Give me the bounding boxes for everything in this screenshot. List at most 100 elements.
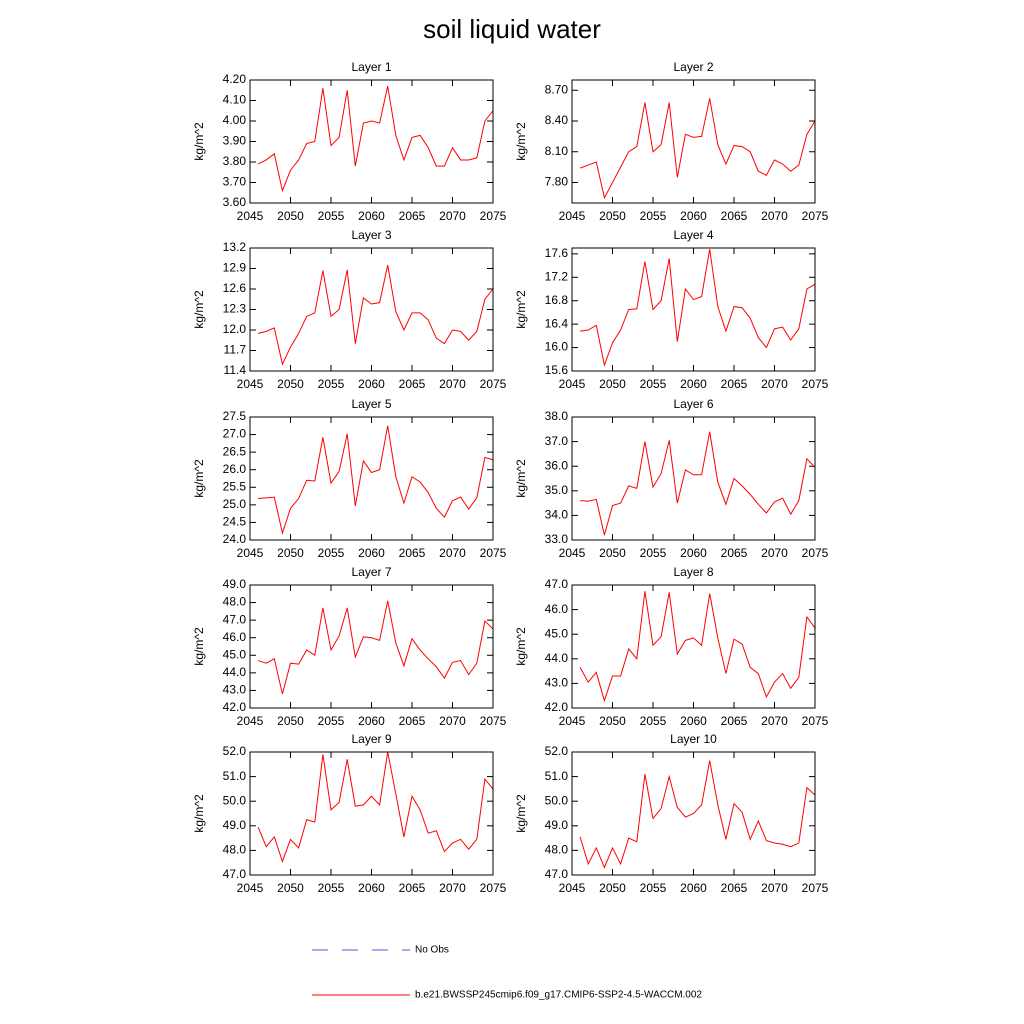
y-tick-label: 17.6	[545, 246, 569, 260]
x-tick-label: 2050	[277, 209, 304, 223]
y-tick-label: 12.0	[223, 322, 247, 336]
data-line	[579, 98, 816, 200]
y-tick-label: 49.0	[545, 818, 569, 832]
x-tick-label: 2065	[721, 209, 748, 223]
y-axis-label: kg/m^2	[192, 459, 206, 498]
y-tick-label: 8.70	[545, 82, 569, 96]
y-tick-label: 27.0	[223, 427, 247, 441]
y-tick-label: 47.0	[545, 867, 569, 881]
data-line	[257, 751, 494, 863]
y-tick-label: 44.0	[545, 651, 569, 665]
x-tick-label: 2050	[599, 377, 626, 391]
y-tick-label: 36.0	[545, 458, 569, 472]
y-tick-label: 37.0	[545, 434, 569, 448]
panel-title: Layer 7	[351, 565, 391, 579]
x-tick-label: 2045	[237, 546, 264, 560]
x-tick-label: 2060	[358, 714, 385, 728]
y-tick-label: 42.0	[545, 700, 569, 714]
y-tick-label: 8.40	[545, 113, 569, 127]
y-axis-label: kg/m^2	[192, 794, 206, 833]
x-tick-label: 2045	[559, 209, 586, 223]
y-tick-label: 12.9	[223, 261, 247, 275]
x-tick-label: 2075	[480, 377, 507, 391]
y-axis-label: kg/m^2	[192, 122, 206, 161]
y-tick-label: 8.10	[545, 144, 569, 158]
x-tick-label: 2070	[439, 714, 466, 728]
y-tick-label: 51.0	[545, 769, 569, 783]
plot-frame	[249, 751, 494, 876]
x-tick-label: 2060	[680, 714, 707, 728]
x-tick-label: 2060	[680, 377, 707, 391]
x-tick-label: 2065	[399, 377, 426, 391]
x-tick-label: 2050	[277, 546, 304, 560]
y-tick-label: 27.5	[223, 409, 247, 423]
x-tick-label: 2075	[802, 546, 829, 560]
data-line	[257, 86, 494, 193]
y-tick-label: 26.0	[223, 462, 247, 476]
x-tick-label: 2045	[237, 714, 264, 728]
x-tick-label: 2065	[721, 881, 748, 895]
x-tick-label: 2060	[358, 546, 385, 560]
x-tick-label: 2060	[680, 546, 707, 560]
x-tick-label: 2070	[439, 209, 466, 223]
figure-title: soil liquid water	[423, 14, 601, 44]
panel-title: Layer 9	[351, 732, 391, 746]
y-tick-label: 3.70	[223, 175, 247, 189]
data-line	[257, 264, 494, 366]
x-tick-label: 2075	[480, 546, 507, 560]
y-tick-label: 26.5	[223, 444, 247, 458]
y-tick-label: 25.5	[223, 479, 247, 493]
x-tick-label: 2065	[721, 377, 748, 391]
x-tick-label: 2050	[277, 881, 304, 895]
y-tick-label: 48.0	[545, 843, 569, 857]
x-tick-label: 2065	[399, 546, 426, 560]
x-tick-label: 2070	[761, 209, 788, 223]
x-tick-label: 2075	[802, 714, 829, 728]
y-tick-label: 16.8	[545, 293, 569, 307]
y-tick-label: 43.0	[223, 683, 247, 697]
plot-frame	[571, 584, 816, 709]
data-line	[257, 600, 494, 695]
y-tick-label: 38.0	[545, 409, 569, 423]
y-tick-label: 11.7	[224, 343, 247, 357]
x-tick-label: 2045	[237, 881, 264, 895]
x-tick-label: 2045	[559, 881, 586, 895]
y-tick-label: 48.0	[223, 843, 247, 857]
y-tick-label: 47.0	[545, 577, 569, 591]
x-tick-label: 2060	[358, 881, 385, 895]
data-line	[258, 425, 494, 535]
x-tick-label: 2055	[640, 714, 667, 728]
plot-frame	[249, 584, 494, 709]
plot-frame	[571, 751, 816, 876]
plot-frame	[249, 247, 494, 372]
x-tick-label: 2070	[439, 881, 466, 895]
x-tick-label: 2060	[680, 881, 707, 895]
x-tick-label: 2050	[599, 546, 626, 560]
x-tick-label: 2045	[559, 714, 586, 728]
x-tick-label: 2055	[640, 881, 667, 895]
panel-title: Layer 5	[351, 397, 391, 411]
y-tick-label: 16.4	[545, 316, 569, 330]
y-tick-label: 4.00	[223, 113, 247, 127]
data-line	[580, 431, 816, 536]
x-tick-label: 2070	[761, 546, 788, 560]
y-tick-label: 7.80	[545, 175, 569, 189]
x-tick-label: 2065	[721, 714, 748, 728]
y-tick-label: 24.5	[223, 515, 247, 529]
y-tick-label: 24.0	[223, 532, 247, 546]
y-tick-label: 52.0	[223, 744, 247, 758]
y-tick-label: 16.0	[545, 340, 569, 354]
panel-title: Layer 2	[673, 60, 713, 74]
x-tick-label: 2055	[318, 714, 345, 728]
y-tick-label: 3.60	[223, 195, 247, 209]
panel-title: Layer 4	[673, 228, 713, 242]
plot-frame	[571, 79, 816, 204]
x-tick-label: 2055	[318, 546, 345, 560]
y-tick-label: 47.0	[223, 867, 247, 881]
x-tick-label: 2045	[559, 377, 586, 391]
x-tick-label: 2075	[802, 377, 829, 391]
x-tick-label: 2050	[599, 881, 626, 895]
x-tick-label: 2045	[559, 546, 586, 560]
x-tick-label: 2070	[761, 714, 788, 728]
panel-title: Layer 1	[351, 60, 391, 74]
